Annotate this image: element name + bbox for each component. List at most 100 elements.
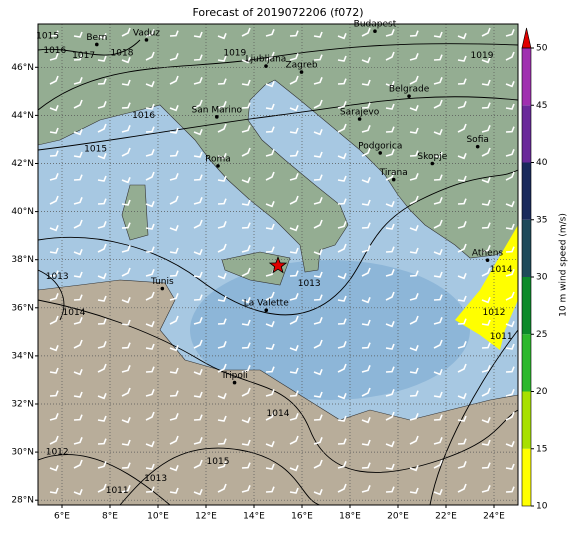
wind-barb (169, 173, 179, 181)
wind-barb (505, 486, 515, 493)
wind-barb (481, 102, 491, 109)
wind-barb (457, 198, 467, 205)
wind-barb (217, 393, 227, 400)
wind-barb (361, 319, 371, 326)
wind-barb (361, 102, 371, 109)
wind-barb (505, 366, 515, 373)
wind-barb (73, 271, 83, 278)
y-tick-label: 32°N (11, 399, 34, 409)
wind-barb (241, 297, 251, 304)
wind-barb (361, 245, 371, 253)
wind-barb (121, 147, 131, 157)
x-tick-label: 12°E (195, 512, 217, 522)
wind-barb (457, 461, 467, 469)
wind-barb (289, 173, 299, 181)
isobar-label: 1019 (471, 51, 494, 61)
wind-barb (313, 294, 323, 301)
colorbar-segment (522, 48, 531, 106)
wind-barb (241, 439, 251, 446)
y-tick-label: 30°N (11, 448, 34, 458)
wind-barb (97, 101, 107, 109)
wind-barb (505, 321, 515, 328)
wind-barb (217, 33, 227, 40)
wind-barb (73, 294, 83, 301)
y-tick-label: 38°N (11, 255, 34, 265)
wind-barb (313, 317, 323, 325)
wind-barb (97, 78, 107, 85)
isobar-label: 1011 (490, 332, 513, 342)
wind-barb (73, 489, 83, 496)
wind-barb (49, 487, 59, 494)
wind-barb (73, 414, 83, 421)
wind-barb (97, 33, 107, 40)
colorbar-segment (522, 219, 531, 277)
wind-barb (121, 485, 131, 493)
wind-barb (433, 174, 443, 181)
wind-barb (481, 319, 491, 326)
wind-barb (241, 319, 251, 326)
wind-barb (193, 414, 203, 421)
wind-barb (457, 483, 467, 493)
city-label: Skopje (417, 152, 447, 162)
wind-barb (433, 219, 443, 229)
city-dot (391, 177, 396, 182)
wind-barb (289, 247, 299, 254)
wind-barb (505, 171, 515, 181)
wind-barb (433, 391, 443, 398)
wind-barb (169, 105, 179, 112)
colorbar-segment (522, 162, 531, 220)
wind-barb (217, 318, 227, 325)
colorbar-segment (522, 391, 531, 449)
wind-barb (73, 54, 83, 61)
wind-barb (121, 342, 131, 349)
wind-barb (313, 369, 323, 376)
wind-barb (169, 75, 179, 85)
wind-barb (433, 99, 443, 109)
wind-barb (217, 198, 227, 205)
wind-barb (385, 51, 395, 61)
wind-barb (457, 123, 467, 133)
wind-barb (169, 150, 179, 157)
wind-barb (241, 222, 251, 229)
wind-barb (145, 103, 155, 110)
wind-barb (505, 103, 515, 110)
wind-barb (217, 153, 227, 160)
wind-barb (73, 249, 83, 256)
wind-barb (457, 33, 467, 40)
isobar-label: 1012 (46, 448, 69, 458)
wind-barb (193, 271, 203, 278)
wind-barb (121, 439, 131, 446)
wind-barb (193, 31, 203, 38)
wind-barb (193, 294, 203, 301)
isobar-label: 1016 (43, 46, 66, 56)
wind-barb (265, 223, 275, 230)
wind-barb (481, 222, 491, 229)
wind-barb (169, 127, 179, 134)
wind-barb (289, 487, 299, 494)
wind-barb (169, 195, 179, 205)
city-label: Sarajevo (340, 107, 380, 117)
wind-barb (145, 246, 155, 253)
wind-barb (121, 125, 131, 133)
wind-barb (457, 295, 467, 302)
wind-barb (361, 439, 371, 446)
wind-barb (289, 105, 299, 112)
wind-barb (49, 390, 59, 397)
city-label: Tunis (150, 277, 174, 287)
isobar-label: 1015 (207, 457, 230, 467)
wind-barb (97, 393, 107, 400)
wind-barb (505, 269, 515, 277)
wind-barb (337, 393, 347, 400)
isobar-label: 1014 (63, 308, 86, 318)
colorbar-segment (522, 105, 531, 163)
wind-barb (433, 54, 443, 61)
wind-barb (337, 438, 347, 445)
wind-barb (433, 414, 443, 421)
wind-barb (385, 149, 395, 157)
wind-barb (481, 27, 491, 37)
wind-barb (481, 267, 491, 277)
wind-barb (433, 249, 443, 256)
wind-barb (193, 77, 203, 85)
y-tick-label: 34°N (11, 351, 34, 361)
wind-barb (361, 387, 371, 397)
